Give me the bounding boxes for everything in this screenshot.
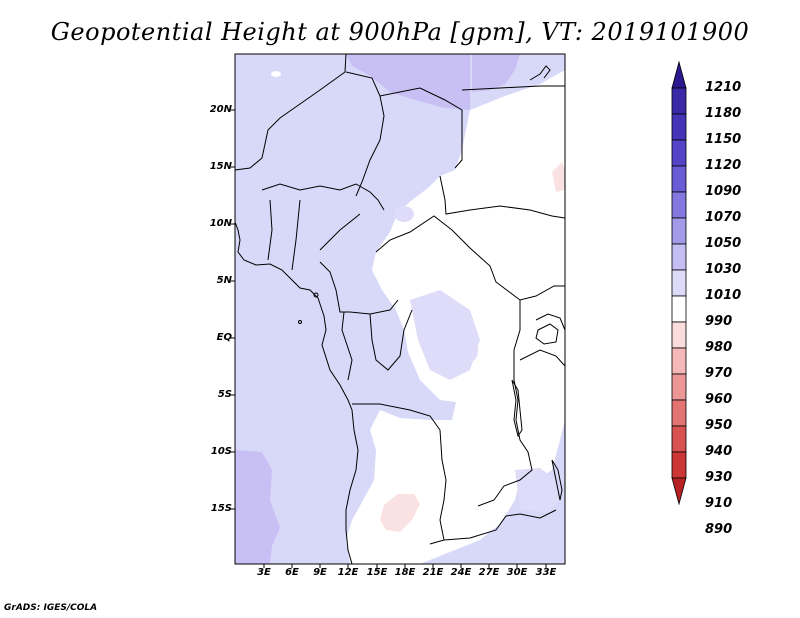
colorbar-level-label: 980 — [705, 340, 733, 355]
island — [298, 320, 302, 324]
border-east-top — [461, 85, 565, 91]
colorbar-level-label: 970 — [705, 366, 733, 381]
colorbar-level-label: 1070 — [705, 210, 742, 225]
border-congo — [341, 309, 413, 381]
height-field-spot — [271, 71, 281, 77]
border-car — [375, 215, 565, 301]
colorbar-level-label: 910 — [705, 496, 733, 511]
lake-victoria — [535, 323, 559, 345]
colorbar-level-label: 1210 — [705, 80, 742, 95]
lat-label: 10S — [210, 446, 232, 457]
colorbar-bottom-arrow — [671, 477, 687, 506]
colorbar-box — [671, 295, 687, 323]
lon-label: 24E — [450, 567, 472, 578]
colorbar-box — [671, 347, 687, 375]
colorbar-level-label: 1030 — [705, 262, 742, 277]
map-panel — [235, 54, 565, 564]
colorbar-box — [671, 425, 687, 453]
border-sahel — [261, 183, 385, 211]
border-drc-east — [477, 300, 533, 507]
border-sahel-2 — [267, 199, 361, 271]
colorbar-level-label: 1010 — [705, 288, 742, 303]
lat-label: 15S — [210, 503, 232, 514]
colorbar-box — [671, 87, 687, 115]
coastlines-and-borders — [234, 53, 566, 565]
axis-ticks — [231, 109, 547, 568]
colorbar-level-label: 1120 — [705, 158, 742, 173]
colorbar-level-label: 890 — [705, 522, 733, 537]
colorbar-level-label: 940 — [705, 444, 733, 459]
grads-credit: GrADS: IGES/COLA — [4, 603, 98, 613]
lon-label: 18E — [394, 567, 416, 578]
colorbar-box — [671, 217, 687, 245]
height-field-east-patch — [515, 468, 560, 512]
colorbar-box — [671, 139, 687, 167]
lat-label: EQ — [216, 332, 232, 343]
lon-label: 15E — [366, 567, 388, 578]
lon-label: 33E — [535, 567, 557, 578]
lon-label: 3E — [257, 567, 271, 578]
colorbar-box — [671, 321, 687, 349]
lake-malawi — [551, 459, 563, 501]
height-field-spot — [394, 206, 414, 222]
lat-label: 5S — [217, 389, 232, 400]
lat-label: 15N — [209, 161, 232, 172]
border-angola — [352, 403, 447, 545]
height-field-northeast-high — [472, 54, 520, 92]
colorbar-box — [671, 165, 687, 193]
border-sudan — [439, 175, 566, 219]
height-field-central-patch — [410, 290, 480, 380]
colorbar-level-label: 1050 — [705, 236, 742, 251]
height-field-spot — [462, 338, 478, 362]
map-frame — [234, 53, 566, 565]
lon-label: 9E — [313, 567, 327, 578]
lat-label: 5N — [216, 275, 232, 286]
coastline-west — [234, 221, 359, 565]
colorbar-box — [671, 399, 687, 427]
colorbar-level-label: 950 — [705, 418, 733, 433]
border-lakes — [519, 313, 566, 367]
colorbar — [671, 60, 687, 506]
lon-label: 12E — [337, 567, 359, 578]
chart-title: Geopotential Height at 900hPa [gpm], VT:… — [50, 18, 750, 46]
lat-label: 20N — [209, 104, 232, 115]
colorbar-box — [671, 191, 687, 219]
colorbar-level-label: 930 — [705, 470, 733, 485]
colorbar-box — [671, 269, 687, 297]
colorbar-top-arrow — [671, 60, 687, 89]
lake-tanganyika — [511, 379, 523, 438]
border-north — [234, 53, 347, 171]
height-field-southwest-high — [235, 450, 280, 564]
colorbar-level-label: 1090 — [705, 184, 742, 199]
lat-label: 10N — [209, 218, 232, 229]
lon-label: 30E — [506, 567, 528, 578]
height-field-north-high — [346, 54, 470, 110]
lon-label: 27E — [478, 567, 500, 578]
border-north-3 — [379, 87, 463, 169]
lon-label: 6E — [285, 567, 299, 578]
colorbar-level-label: 1150 — [705, 132, 742, 147]
border-cameroon — [319, 261, 399, 315]
colorbar-level-label: 960 — [705, 392, 733, 407]
height-field-pink-east — [552, 162, 565, 192]
border-north-2 — [345, 71, 385, 197]
colorbar-box — [671, 113, 687, 141]
colorbar-box — [671, 451, 687, 479]
height-field-pink-south — [380, 494, 420, 532]
colorbar-box — [671, 373, 687, 401]
colorbar-box — [671, 243, 687, 271]
border-zambia — [443, 509, 557, 541]
coastline-redsea — [529, 65, 551, 81]
colorbar-level-label: 1180 — [705, 106, 742, 121]
island — [313, 292, 319, 298]
colorbar-level-label: 990 — [705, 314, 733, 329]
lon-label: 21E — [422, 567, 444, 578]
